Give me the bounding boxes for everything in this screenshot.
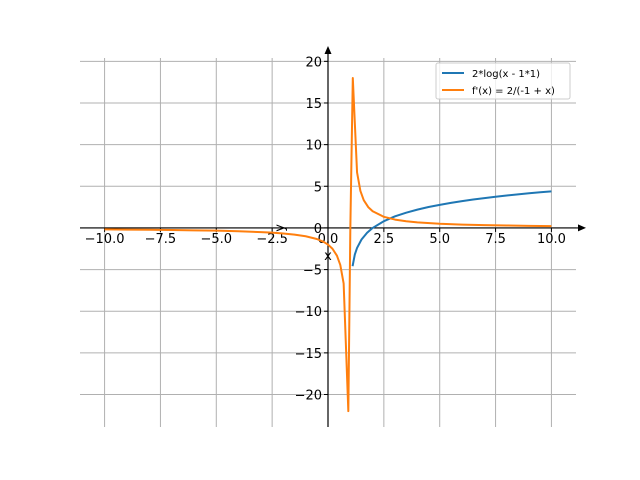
y-tick-label: 20 [305,55,322,70]
y-tick-label: 5 [314,180,322,195]
x-axis-label: x [324,249,332,264]
y-tick-label: −10 [295,305,322,320]
series-line-1 [104,76,552,413]
y-tick-label: −5 [303,264,322,279]
y-tick-label: −15 [295,347,322,362]
x-tick-label: 2.5 [374,232,395,247]
axes [80,46,586,427]
x-tick-label: −2.5 [256,232,288,247]
x-tick-label: −10.0 [85,232,125,247]
x-tick-label: −5.0 [200,232,232,247]
legend-label-derivative: f'(x) = 2/(-1 + x) [472,86,555,97]
legend-label-log: 2*log(x - 1*1) [472,69,540,80]
y-axis-label: y [273,224,288,232]
y-tick-label: 15 [305,97,322,112]
x-tick-label: 0.0 [318,232,339,247]
y-tick-label: −20 [295,389,322,404]
x-tick-label: 5.0 [429,232,450,247]
tick-labels: −10.0 −7.5 −5.0 −2.5 0.0 2.5 5.0 7.5 10.0 −20 −15 −… [85,55,566,403]
y-axis-arrow-icon [324,46,332,54]
x-tick-label: 10.0 [537,232,566,247]
x-tick-label: −7.5 [145,232,177,247]
series-line-0 [351,190,552,267]
x-tick-label: 7.5 [485,232,506,247]
series-lines [104,76,552,413]
x-axis-arrow-icon [578,224,586,232]
legend: 2*log(x - 1*1) f'(x) = 2/(-1 + x) [435,62,571,100]
legend-box [435,62,571,100]
y-tick-label: 10 [305,139,322,154]
y-tick-label: 0 [314,222,322,237]
